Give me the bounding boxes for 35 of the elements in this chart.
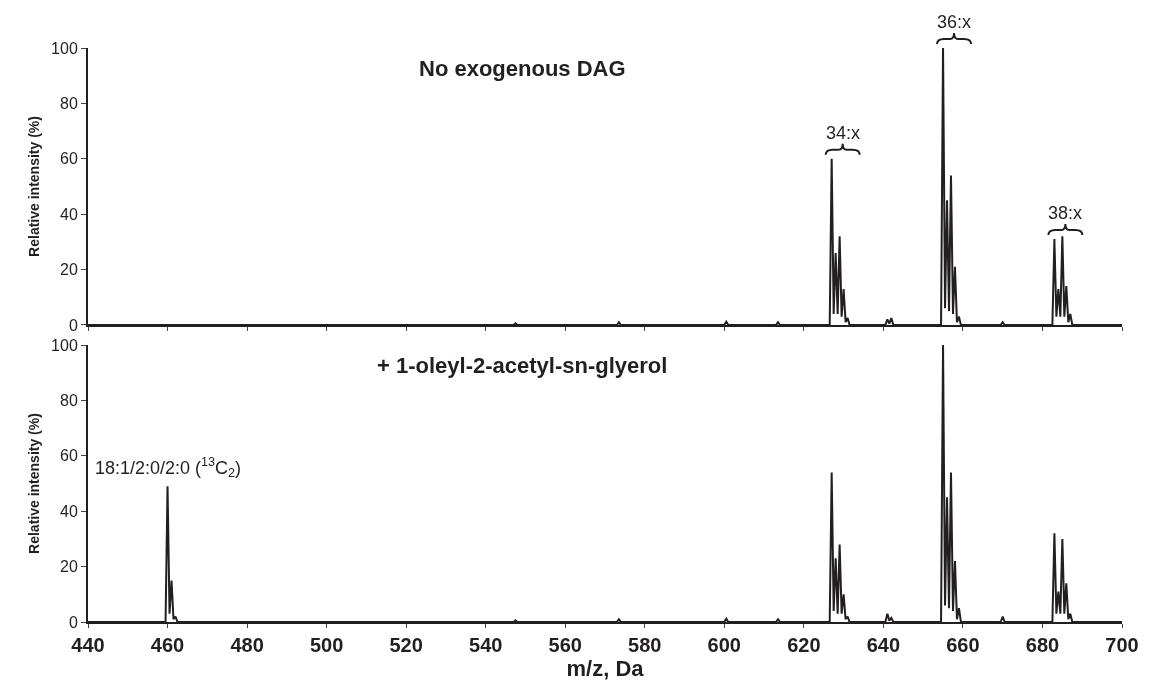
y-tick-label: 100 [51,336,78,354]
x-tick-label: 500 [309,634,344,656]
y-tick-label: 60 [60,447,78,465]
y-tick-label: 80 [60,392,78,410]
y-axis-title: Relative intensity (%) [26,116,43,257]
x-tick-label: 700 [1105,634,1139,656]
y-tick-label: 20 [60,261,78,279]
x-tick-label: 560 [548,634,582,656]
x-axis-title: m/z, Da [566,656,645,681]
annotation: 18:1/2:0/2:0 ($^{13}$C$_{2}$) [95,455,242,481]
x-tick-label: 480 [230,634,264,656]
y-tick-label: 80 [60,94,78,112]
x-tick-label: 620 [787,634,821,656]
x-tick-label: 600 [707,634,741,656]
y-tick-label: 20 [60,558,78,576]
y-tick-label: 0 [68,316,78,334]
x-tick-label: 540 [469,634,503,656]
y-tick-label: 40 [60,205,78,223]
chart-title: + 1-oleyl-2-acetyl-sn-glyerol [377,353,668,378]
annotation: 36:x [937,12,972,32]
y-tick-label: 40 [60,502,78,520]
y-axis-title: Relative intensity (%) [26,413,43,554]
y-tick-label: 60 [60,150,78,168]
annotation: 38:x [1048,203,1083,223]
annotation: 34:x [826,123,861,143]
x-tick-label: 680 [1025,634,1060,656]
x-tick-label: 580 [628,634,662,656]
x-tick-label: 460 [150,634,185,656]
x-tick-label: 440 [71,634,105,656]
chart-title: No exogenous DAG [419,56,626,81]
y-tick-label: 0 [68,613,78,631]
y-tick-label: 100 [51,39,78,57]
x-tick-label: 520 [389,634,423,656]
x-tick-label: 640 [866,634,901,656]
x-tick-label: 660 [946,634,980,656]
